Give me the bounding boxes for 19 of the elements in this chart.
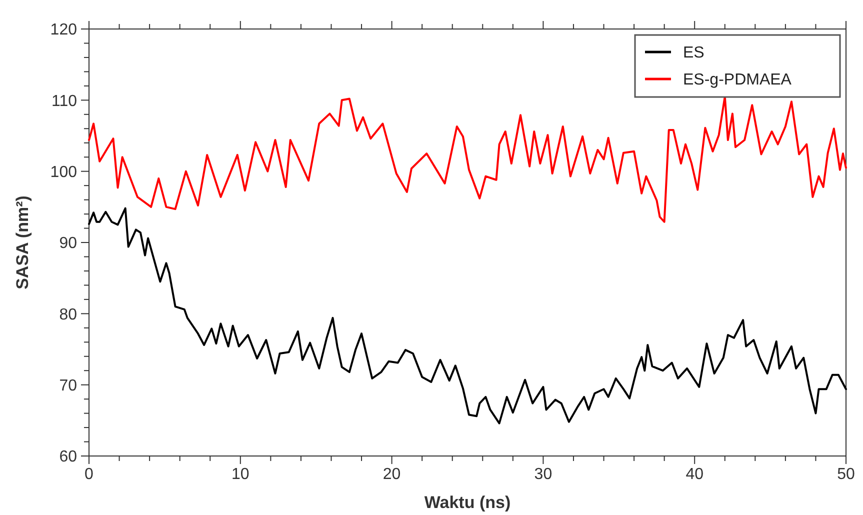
legend-label: ES-g-PDMAEA [683, 72, 792, 89]
y-tick-label: 60 [59, 448, 78, 466]
y-tick-label: 100 [50, 164, 78, 181]
x-tick-label: 30 [534, 466, 552, 483]
line-series [88, 96, 847, 223]
y-tick-label: 110 [51, 92, 78, 110]
x-tick-label: 10 [232, 466, 250, 483]
y-tick-label: 90 [59, 235, 78, 252]
x-tick-label: 20 [382, 466, 401, 483]
y-tick-label: 70 [59, 377, 78, 394]
line-series [88, 207, 847, 424]
x-tick-label: 50 [837, 466, 855, 483]
x-axis-title: Waktu (ns) [424, 493, 511, 512]
legend-label: ES [683, 44, 704, 62]
y-axis-title: SASA (nm²) [13, 196, 32, 290]
x-tick-label: 40 [686, 466, 704, 483]
x-tick-label: 0 [84, 466, 94, 483]
y-tick-label: 120 [50, 22, 78, 39]
y-tick-label: 80 [59, 306, 78, 324]
